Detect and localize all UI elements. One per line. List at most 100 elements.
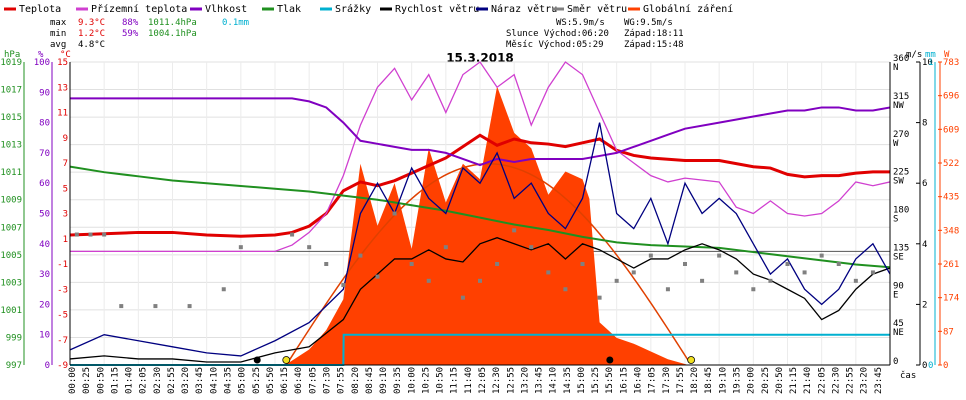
wind-tick-4: 2 <box>922 300 927 310</box>
x-tick-56: 23:20 <box>860 367 870 394</box>
unit-deg: °C <box>60 50 71 60</box>
x-tick-15: 06:15 <box>280 367 290 394</box>
rad-tick-8: 87 <box>943 327 954 337</box>
direction-point-19 <box>478 278 482 283</box>
pct-tick-10: 0 <box>45 361 50 371</box>
direction-point-2 <box>102 232 107 237</box>
stats-block: max 9.3°C 88% 1011.4hPa 0.1mm min 1.2°C … <box>50 18 249 50</box>
x-tick-45: 18:45 <box>704 367 714 394</box>
direction-point-31 <box>683 262 687 266</box>
wind-tick-5: 0 <box>922 361 927 371</box>
x-tick-43: 17:55 <box>676 367 686 394</box>
pct-tick-5: 50 <box>39 210 50 220</box>
pct-tick-8: 20 <box>39 300 50 310</box>
temp-tick-3: 9 <box>63 134 68 144</box>
info-moon-set: Západ:15:48 <box>624 40 684 50</box>
stat-max-label: max <box>50 18 67 28</box>
x-tick-40: 16:40 <box>634 367 644 394</box>
direction-point-28 <box>631 270 636 275</box>
unit-hpa: hPa <box>4 50 20 60</box>
x-tick-17: 07:05 <box>308 367 318 394</box>
direction-point-38 <box>802 270 807 275</box>
direction-point-7 <box>238 245 243 250</box>
moonset-marker <box>606 356 614 364</box>
x-tick-11: 04:35 <box>224 367 234 394</box>
direction-point-37 <box>785 262 790 266</box>
stat-max-temp: 9.3°C <box>78 18 105 28</box>
dir-tick-5: 135 <box>893 243 909 253</box>
direction-point-11 <box>341 283 346 288</box>
x-tick-5: 02:05 <box>139 367 149 394</box>
stat-min-label: min <box>50 29 66 39</box>
direction-point-34 <box>734 270 739 275</box>
info-moon: Měsíc Východ:05:29 <box>506 40 604 50</box>
x-tick-29: 12:05 <box>478 367 488 394</box>
legend-label-4: Srážky <box>335 3 371 15</box>
direction-point-39 <box>819 253 824 258</box>
x-tick-57: 23:45 <box>874 367 884 394</box>
x-tick-3: 01:15 <box>110 367 120 394</box>
dir-label-7: NE <box>893 328 904 338</box>
temp-tick-7: 1 <box>63 235 68 245</box>
temp-tick-4: 7 <box>63 159 68 169</box>
stat-avg-temp: 4.8°C <box>78 40 105 50</box>
direction-point-40 <box>836 262 841 266</box>
pct-tick-2: 80 <box>39 119 50 129</box>
x-tick-47: 19:35 <box>732 367 742 394</box>
direction-point-9 <box>307 245 312 250</box>
direction-point-13 <box>375 274 380 279</box>
direction-point-26 <box>597 295 602 300</box>
direction-point-23 <box>546 270 551 275</box>
rad-tick-5: 348 <box>943 226 959 236</box>
x-tick-23: 09:35 <box>393 367 403 394</box>
x-tick-13: 05:25 <box>252 367 262 394</box>
unit-pct: % <box>38 50 44 60</box>
direction-point-1 <box>88 232 93 237</box>
temp-tick-9: -3 <box>57 285 68 295</box>
rad-tick-1: 696 <box>943 92 959 102</box>
direction-point-6 <box>221 287 226 292</box>
x-tick-50: 20:50 <box>775 367 785 394</box>
hpa-tick-7: 1005 <box>0 251 22 261</box>
dir-label-6: E <box>893 290 898 300</box>
x-tick-25: 10:25 <box>421 367 431 394</box>
x-axis-ticks: 00:00 00:25 00:50 01:15 01:40 02:05 02:30 02:55… <box>68 367 884 394</box>
x-tick-14: 05:50 <box>266 367 276 394</box>
direction-point-3 <box>119 304 124 309</box>
x-tick-44: 18:20 <box>690 367 700 394</box>
dir-label-4: S <box>893 215 898 225</box>
dir-label-0: N <box>893 63 898 73</box>
temp-tick-12: -9 <box>57 361 68 371</box>
dir-tick-2: 270 <box>893 130 909 140</box>
x-tick-6: 02:30 <box>153 367 163 394</box>
hpa-tick-11: 997 <box>6 361 22 371</box>
series-line-1 <box>70 61 891 253</box>
direction-point-18 <box>460 295 465 300</box>
direction-point-17 <box>443 245 448 250</box>
x-tick-42: 17:30 <box>662 367 672 394</box>
series-line-6 <box>69 122 891 357</box>
info-wg: WG:9.5m/s <box>624 18 673 28</box>
x-tick-35: 14:35 <box>563 367 573 394</box>
hpa-tick-2: 1015 <box>0 113 22 123</box>
x-tick-39: 16:15 <box>619 367 629 394</box>
x-tick-8: 03:20 <box>181 367 191 394</box>
radiation-fill <box>285 86 689 366</box>
hpa-tick-1: 1017 <box>0 86 22 96</box>
x-tick-21: 08:45 <box>365 367 375 394</box>
info-ws: WS:5.9m/s <box>556 18 605 28</box>
temp-tick-8: -1 <box>57 260 68 270</box>
hpa-tick-6: 1007 <box>0 223 22 233</box>
dir-tick-7: 45 <box>893 319 904 329</box>
x-tick-48: 20:00 <box>747 367 757 394</box>
pct-tick-6: 40 <box>39 240 50 250</box>
temp-tick-1: 13 <box>57 83 68 93</box>
x-tick-55: 22:55 <box>846 367 856 394</box>
direction-point-12 <box>358 253 363 258</box>
rad-tick-0: 783 <box>943 58 959 68</box>
direction-point-27 <box>614 278 619 283</box>
legend-label-1: Přízemní teplota <box>91 3 187 15</box>
series-line-3 <box>69 165 891 269</box>
direction-point-10 <box>324 262 329 266</box>
